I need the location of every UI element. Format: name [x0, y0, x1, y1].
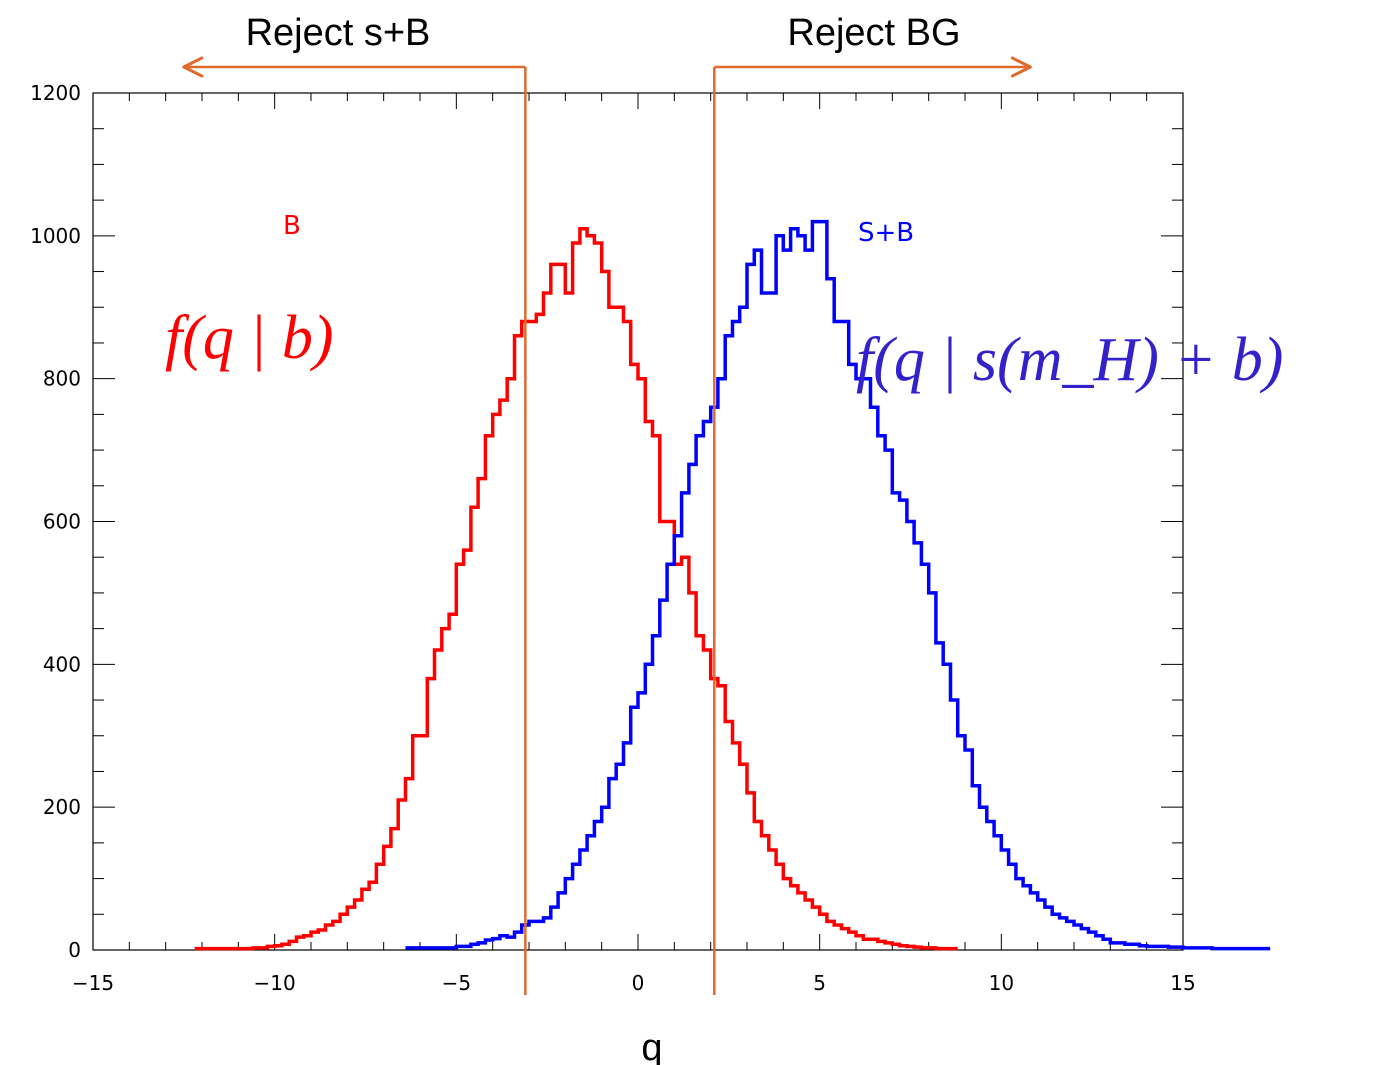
y-tick-label: 1200: [30, 81, 81, 105]
y-tick-label: 400: [43, 652, 81, 676]
y-tick-label: 600: [43, 510, 81, 534]
x-tick-label: 15: [1170, 971, 1195, 995]
cut-annotations: Reject s+B Reject BG: [182, 12, 1032, 995]
reject-bg-arrow-head: [1010, 56, 1032, 78]
formula-sb: f(q | s(m_H) + b): [856, 326, 1283, 394]
series-b-label: B: [283, 211, 301, 241]
reject-sb-arrow-head: [182, 56, 204, 78]
x-tick-label: −5: [442, 971, 471, 995]
series-line-b: [194, 226, 958, 951]
x-tick-label: 5: [813, 971, 826, 995]
x-tick-label: 10: [989, 971, 1014, 995]
plot-frame: [92, 92, 1184, 951]
x-tick-label: −10: [254, 971, 296, 995]
x-tick-label: −15: [72, 971, 114, 995]
series-sb-label: S+B: [858, 218, 914, 248]
y-tick-label: 1000: [30, 224, 81, 248]
x-tick-label: 0: [632, 971, 645, 995]
reject-sb-label: Reject s+B: [246, 12, 431, 54]
formula-b: f(q | b): [165, 304, 334, 372]
axes: [92, 92, 1184, 951]
x-axis-label: q: [641, 1027, 662, 1065]
series-line-s-plus-b: [405, 219, 1271, 951]
series-lines: [194, 219, 1271, 951]
axis-ticks: −15 −10 −5 0 5 10 15 0 200 400 600 800 1000 1200: [30, 81, 1196, 995]
y-tick-label: 0: [68, 938, 81, 962]
reject-bg-label: Reject BG: [787, 12, 960, 54]
y-tick-label: 200: [43, 795, 81, 819]
y-tick-label: 800: [43, 367, 81, 391]
